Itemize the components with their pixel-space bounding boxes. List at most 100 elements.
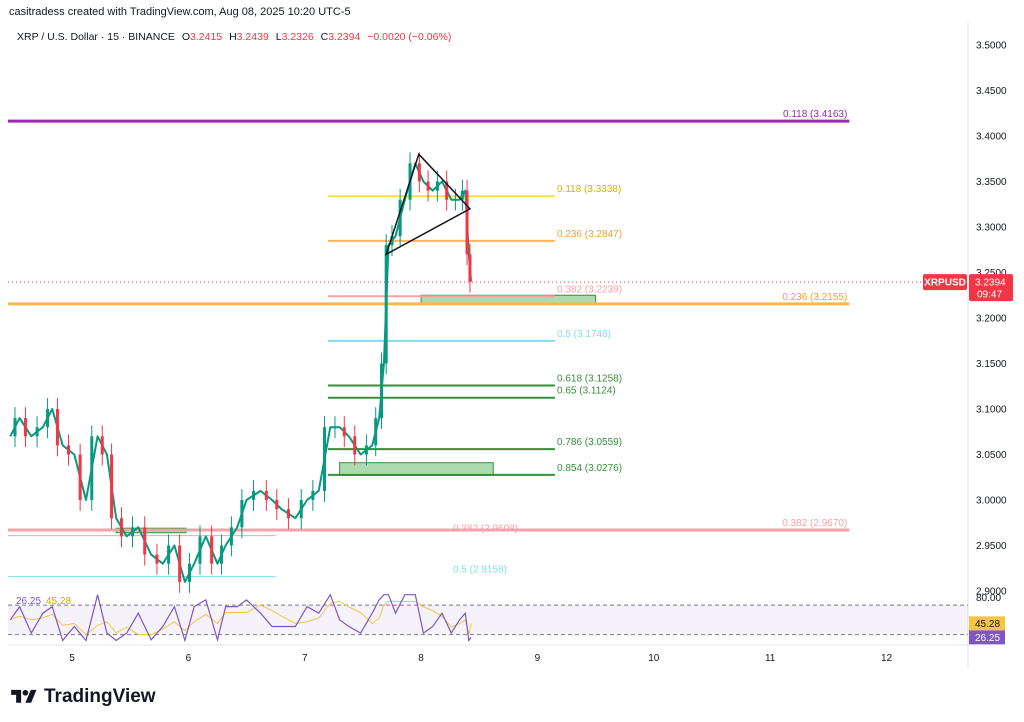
candle-body (342, 427, 346, 437)
triangle-pattern (384, 152, 472, 256)
candle-body (229, 527, 233, 546)
fib-label: 0.5 (2.9158) (453, 565, 507, 576)
candle-body (220, 545, 224, 564)
fib-label: 0.854 (3.0276) (557, 463, 622, 474)
price-tick-label: 3.5000 (976, 41, 1007, 52)
support-zone (339, 462, 494, 476)
candle-body (35, 427, 39, 437)
candle-body (374, 418, 378, 446)
rsi-tick-label: 80.00 (976, 593, 1001, 604)
candle-body (311, 490, 315, 500)
price-tick-label: 3.1000 (976, 405, 1007, 416)
candle-body (353, 436, 357, 455)
tradingview-brand-name: TradingView (44, 686, 156, 707)
fib-label: 0.65 (3.1124) (557, 386, 616, 397)
chart-credit: casitradess created with TradingView.com… (9, 6, 351, 18)
candle-body (299, 500, 303, 519)
time-tick-label: 10 (648, 653, 660, 664)
price-tick-label: 3.3500 (976, 177, 1007, 188)
candle-body (67, 445, 71, 455)
time-tick-label: 6 (186, 653, 192, 664)
candle-body (178, 545, 182, 582)
candle-body (426, 181, 430, 191)
fib-label: 0.236 (3.2847) (557, 229, 622, 240)
high-value: 3.2439 (236, 31, 269, 43)
price-tick-label: 3.4000 (976, 132, 1007, 143)
candle-body (252, 490, 256, 500)
bar-countdown: 09:47 (977, 290, 1002, 301)
time-tick-label: 12 (881, 653, 893, 664)
price-tick-label: 3.1500 (976, 359, 1007, 370)
tradingview-logo-icon (11, 689, 37, 703)
candle-body (167, 545, 171, 564)
low-value: 3.2326 (281, 31, 314, 43)
candle-body (210, 536, 214, 564)
fib-label: 0.236 (3.2155) (782, 292, 847, 303)
price-tick-label: 3.2000 (976, 314, 1007, 325)
tradingview-brand[interactable]: TradingView (10, 686, 156, 708)
candle-body (364, 445, 368, 455)
fib-label: 0.382 (2.9670) (782, 518, 847, 529)
price-tick-label: 3.3000 (976, 223, 1007, 234)
change-value: −0.0020 (−0.06%) (367, 31, 452, 43)
symbol-tag (923, 274, 967, 291)
time-tick-label: 9 (535, 653, 541, 664)
candle-body (240, 500, 244, 528)
candle-body (323, 427, 327, 491)
symbol-tag-label: XRPUSD (924, 278, 966, 289)
fib-label: 0.5 (3.1748) (557, 329, 611, 340)
time-tick-label: 5 (69, 653, 75, 664)
fib-label: 0.786 (3.0559) (557, 437, 622, 448)
candle-body (55, 409, 59, 446)
rsi-ma-tag (969, 616, 1005, 631)
candle-body (417, 163, 421, 182)
fib-label: 0.118 (3.4163) (783, 109, 847, 120)
candle-body (110, 454, 114, 519)
fib-label: 0.382 (3.2239) (557, 284, 622, 295)
fib-label: 0.618 (3.1258) (557, 374, 622, 385)
symbol-legend: XRP / U.S. Dollar · 15 · BINANCE O3.2415… (17, 31, 451, 43)
rsi-band (8, 605, 968, 635)
last-price-tag (969, 274, 1013, 302)
time-tick-label: 7 (302, 653, 308, 664)
candle-body (155, 554, 159, 564)
open-label: O (181, 31, 191, 43)
close-label: C (320, 31, 329, 43)
candle-body (465, 190, 469, 255)
price-tick-label: 3.0000 (976, 496, 1007, 507)
candle-body (23, 418, 27, 437)
candle-body (13, 418, 17, 437)
price-tick-label: 2.9500 (976, 541, 1007, 552)
candle-body (78, 454, 82, 500)
candle-body (398, 199, 402, 237)
candle-body (286, 509, 290, 519)
rsi-tag (969, 630, 1005, 645)
symbol-name[interactable]: XRP / U.S. Dollar · 15 · BINANCE (17, 31, 175, 43)
rsi-legend-value: 26.25 (16, 596, 41, 607)
candle-body (198, 536, 202, 564)
candle-body (445, 181, 449, 200)
candle-body (264, 490, 268, 500)
candle-body (188, 563, 192, 582)
candle-body (384, 245, 388, 364)
candle-body (100, 436, 104, 455)
candle-body (143, 527, 147, 555)
candle-body (390, 236, 394, 246)
candle-body (333, 427, 337, 429)
candle-body (119, 518, 123, 537)
candle-body (380, 363, 384, 419)
candle-body (46, 409, 50, 428)
time-tick-label: 8 (418, 653, 424, 664)
last-price-value: 3.2394 (975, 278, 1006, 289)
low-label: L (275, 31, 282, 43)
rsi-ma-legend-value: 45.28 (46, 596, 71, 607)
candle-body (453, 199, 457, 201)
rsi-line (9, 593, 472, 643)
price-tick-label: 3.0500 (976, 450, 1007, 461)
candle-body (435, 181, 439, 191)
price-tick-label: 3.4500 (976, 86, 1007, 97)
rsi-ma-tag-value: 45.28 (975, 619, 1000, 630)
rsi-tag-value: 26.25 (975, 633, 1000, 644)
price-tick-label: 2.9000 (976, 587, 1007, 598)
